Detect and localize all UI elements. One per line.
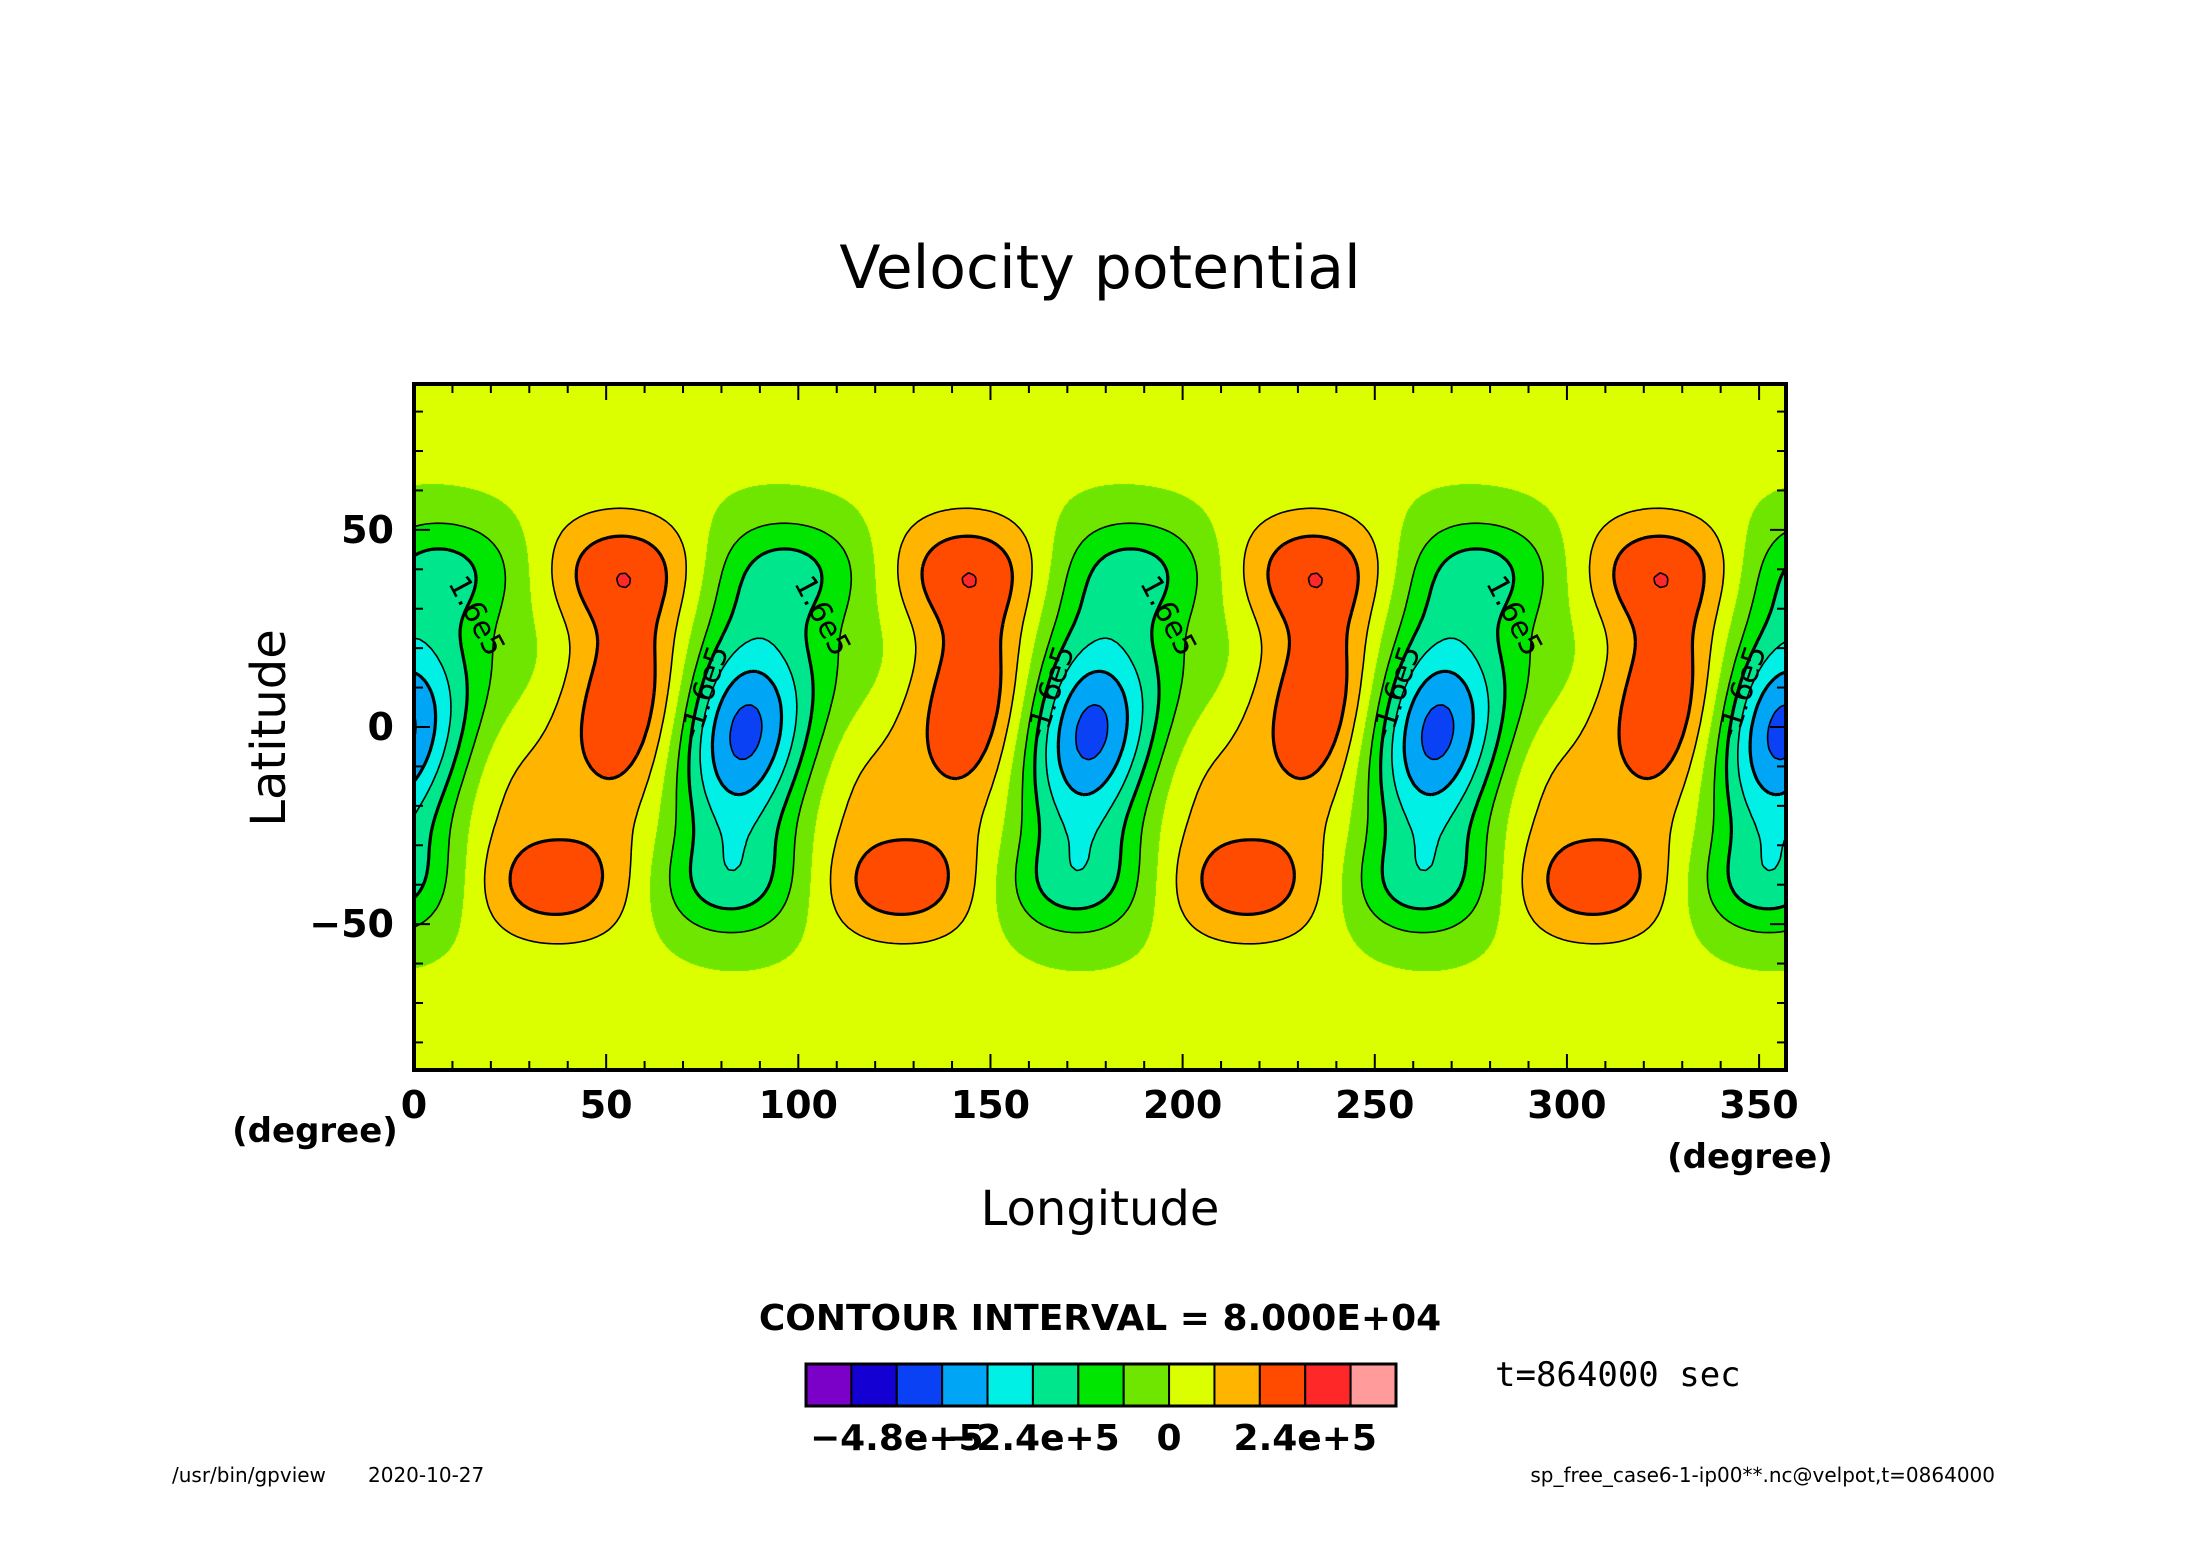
colorbar-swatch: [1349, 1363, 1397, 1407]
axis-ticks: 0 50 100 150 200 250 300 350 −50 0 50: [309, 384, 1799, 1127]
footer-program: /usr/bin/gpview: [172, 1463, 326, 1487]
y-axis-label: Latitude: [241, 629, 297, 827]
x-tick-label: 250: [1335, 1083, 1414, 1127]
time-annotation: t=864000 sec: [1495, 1355, 1741, 1395]
footer-source: sp_free_case6-1-ip00**.nc@velpot,t=08640…: [1530, 1463, 1995, 1487]
colorbar-frame: [804, 1362, 1398, 1408]
y-tick-label: 0: [368, 705, 394, 749]
y-axis-unit: (degree): [232, 1111, 398, 1151]
contour-fill: [414, 384, 1786, 1070]
chart-title: Velocity potential: [839, 233, 1360, 303]
contour-line: [413, 522, 1787, 934]
colorbar-swatch: [1213, 1363, 1261, 1407]
footer-date: 2020-10-27: [368, 1463, 484, 1487]
colorbar-swatch: [805, 1363, 853, 1407]
x-tick-label: 100: [759, 1083, 838, 1127]
colorbar-tick-label: 2.4e+5: [1234, 1418, 1377, 1459]
x-tick-label: 200: [1143, 1083, 1222, 1127]
colorbar-swatch: [1031, 1363, 1080, 1407]
contour-line: [615, 571, 1669, 589]
y-tick-label: −50: [309, 902, 394, 946]
x-tick-label: 0: [401, 1083, 427, 1127]
x-axis-unit: (degree): [1667, 1137, 1833, 1177]
x-tick-label: 350: [1719, 1083, 1798, 1127]
plot-area: 1.6e5-1.6e51.6e5-1.6e51.6e5-1.6e51.6e5-1…: [309, 382, 1799, 1127]
colorbar-swatch: [941, 1363, 989, 1407]
colorbar-swatch: [1122, 1363, 1171, 1407]
contour-line: [413, 703, 1787, 761]
colorbar-swatch: [1258, 1363, 1307, 1407]
colorbar-tick-label: 0: [1157, 1418, 1182, 1459]
colorbar-swatch: [1168, 1363, 1216, 1407]
colorbar-swatch: [1077, 1363, 1125, 1407]
contour-interval-label: CONTOUR INTERVAL = 8.000E+04: [759, 1298, 1441, 1339]
contour-line: [413, 637, 1787, 872]
x-tick-label: 50: [580, 1083, 633, 1127]
colorbar-swatch: [895, 1363, 944, 1407]
colorbar-swatch: [850, 1363, 898, 1407]
contour-line: [412, 547, 1788, 911]
x-tick-label: 300: [1527, 1083, 1606, 1127]
colorbar: −4.8e+5−2.4e+5 0 2.4e+5: [804, 1362, 1398, 1459]
colorbar-swatch: [1304, 1363, 1352, 1407]
x-tick-label: 150: [951, 1083, 1030, 1127]
contour-line: [508, 534, 1706, 916]
contour-line: [412, 669, 1787, 797]
contour-lines: [412, 507, 1788, 945]
colorbar-swatch: [986, 1363, 1034, 1407]
y-tick-label: 50: [341, 508, 394, 552]
colorbar-tick-label: −4.8e+5: [810, 1418, 984, 1459]
colorbar-tick-label: −2.4e+5: [946, 1418, 1120, 1459]
x-axis-label: Longitude: [981, 1181, 1220, 1237]
contour-line: [483, 507, 1725, 945]
